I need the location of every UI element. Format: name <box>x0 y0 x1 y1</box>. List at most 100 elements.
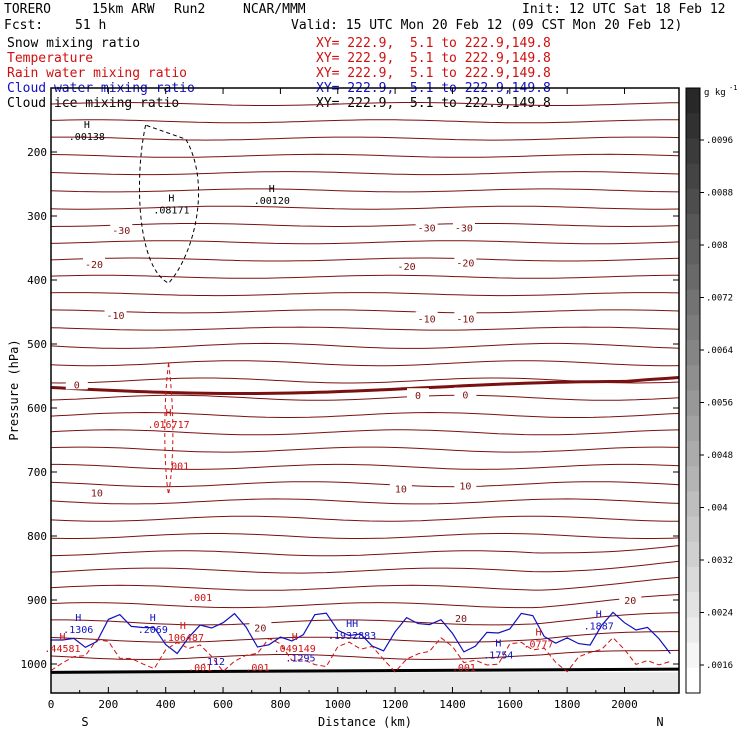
temperature-label-bg <box>415 220 438 233</box>
extremum-value: .112 <box>201 657 225 668</box>
y-tick-label: 200 <box>27 146 47 159</box>
x-tick-label: 1800 <box>554 698 581 711</box>
temperature-label: 0 <box>462 391 468 402</box>
x-tick-label: 1400 <box>439 698 466 711</box>
temperature-label: -20 <box>398 262 416 273</box>
x-tick-label: 1200 <box>382 698 409 711</box>
extremum-value: .44581 <box>44 644 80 655</box>
temperature-label: -30 <box>418 224 436 235</box>
isotherm-line <box>50 240 680 245</box>
colorbar-unit-exponent: -1 <box>729 84 737 92</box>
header: TORERO 15km ARW Run2 NCAR/MMM Init: 12 U… <box>0 0 740 111</box>
extremum-marker: HH <box>346 619 358 630</box>
temperature-label: -10 <box>456 314 474 325</box>
colorbar-tick-label: .0024 <box>706 609 733 619</box>
zero-isotherm <box>50 376 680 395</box>
forecast-hour: 51 h <box>75 18 107 33</box>
north-label: N <box>656 715 663 729</box>
rain-water-contour <box>164 363 174 495</box>
extremum-value: .001 <box>188 663 212 674</box>
extremum-value: .1754 <box>483 650 513 661</box>
colorbar-tick-label: .008 <box>706 241 728 251</box>
x-tick-label: 800 <box>270 698 290 711</box>
extremum-value: .001 <box>165 462 189 473</box>
isotherm-line <box>50 188 680 193</box>
isotherm-line <box>50 171 680 176</box>
isotherm-line <box>50 292 680 297</box>
run-name: Run2 <box>174 2 206 17</box>
temperature-label: 20 <box>254 624 266 635</box>
colorbar-swatch <box>686 314 700 341</box>
y-tick-label: 400 <box>27 274 47 287</box>
colorbar-swatch <box>686 88 700 114</box>
field-xy-snow: XY= 222.9, 5.1 to 222.9,149.8 <box>316 36 551 51</box>
extremum-value: .08171 <box>153 206 189 217</box>
colorbar-tick-label: .0064 <box>706 346 733 356</box>
extremum-value: .049149 <box>274 644 316 655</box>
x-axis-label: Distance (km) <box>318 715 412 729</box>
colorbar-swatch <box>686 214 700 240</box>
field-name-temperature: Temperature <box>7 51 94 66</box>
surface-shading <box>51 672 679 693</box>
temperature-label-bg <box>619 593 642 605</box>
temperature-label: -30 <box>455 224 473 235</box>
valid-time: Valid: 15 UTC Mon 20 Feb 12 (09 CST Mon … <box>291 18 683 33</box>
isotherm-line <box>50 533 680 539</box>
field-name-snow: Snow mixing ratio <box>7 36 141 51</box>
isotherm-line <box>50 326 680 331</box>
colorbar-tick-label: .0032 <box>706 556 733 566</box>
isotherm-line <box>50 446 680 453</box>
isotherm-line <box>50 342 680 349</box>
isotherm-line <box>51 136 680 141</box>
extremum-marker: H <box>168 194 174 205</box>
x-tick-label: 400 <box>156 698 176 711</box>
extremum-marker: H <box>75 613 81 624</box>
isotherm-line <box>51 463 680 470</box>
isotherm-line <box>50 274 679 279</box>
temperature-label-bg <box>83 257 106 269</box>
x-tick-label: 1600 <box>497 698 524 711</box>
field-xy-temperature: XY= 222.9, 5.1 to 222.9,149.8 <box>316 51 551 66</box>
resolution: 15km ARW <box>92 2 155 17</box>
extremum-marker: H <box>495 638 501 649</box>
isotherm-line <box>50 153 680 158</box>
x-tick-label: 2000 <box>611 698 638 711</box>
colorbar-tick-label: .0096 <box>706 136 733 146</box>
extremum-marker: H <box>596 610 602 621</box>
extremum-marker: H <box>84 120 90 131</box>
temperature-label: -10 <box>418 314 436 325</box>
colorbar-tick-label: .0016 <box>706 661 733 671</box>
colorbar-swatch <box>686 440 700 467</box>
extremum-marker: H <box>180 621 186 632</box>
colorbar-swatch <box>686 415 700 442</box>
moisture-contours <box>50 124 671 673</box>
colorbar-swatch <box>686 340 700 366</box>
temperature-label-bg <box>395 258 418 271</box>
isotherm-line <box>50 205 680 210</box>
temperature-label: -20 <box>456 259 474 270</box>
y-axis-label: Pressure (hPa) <box>7 339 21 440</box>
extremum-value: .106487 <box>162 633 204 644</box>
temperature-label-bg <box>389 481 412 494</box>
colorbar-swatch <box>686 667 700 694</box>
temperature-label-bg <box>85 485 108 498</box>
contour-labels: -30 -30 -30 -20 -20 -20 -10 -10 -10 0 0 0 10 10 10 20 20… <box>44 120 642 674</box>
y-tick-label: 600 <box>27 402 47 415</box>
y-tick-label: 800 <box>27 530 47 543</box>
field-xy-rain: XY= 222.9, 5.1 to 222.9,149.8 <box>316 66 551 81</box>
model-name: TORERO <box>4 2 51 17</box>
temperature-label: 0 <box>74 380 80 391</box>
extremum-value: .1887 <box>584 622 614 633</box>
x-tick-label: 200 <box>98 698 118 711</box>
temperature-label: 0 <box>415 391 421 402</box>
temperature-label: 10 <box>91 488 103 499</box>
isotherm-line <box>50 649 680 661</box>
colorbar-tick-label: .0056 <box>706 399 733 409</box>
colorbar-swatch <box>686 617 700 644</box>
temperature-label-bg <box>415 311 438 324</box>
colorbar-unit: g kg <box>704 88 726 98</box>
extremum-value: .001 <box>452 663 476 674</box>
surface-line <box>50 667 680 674</box>
